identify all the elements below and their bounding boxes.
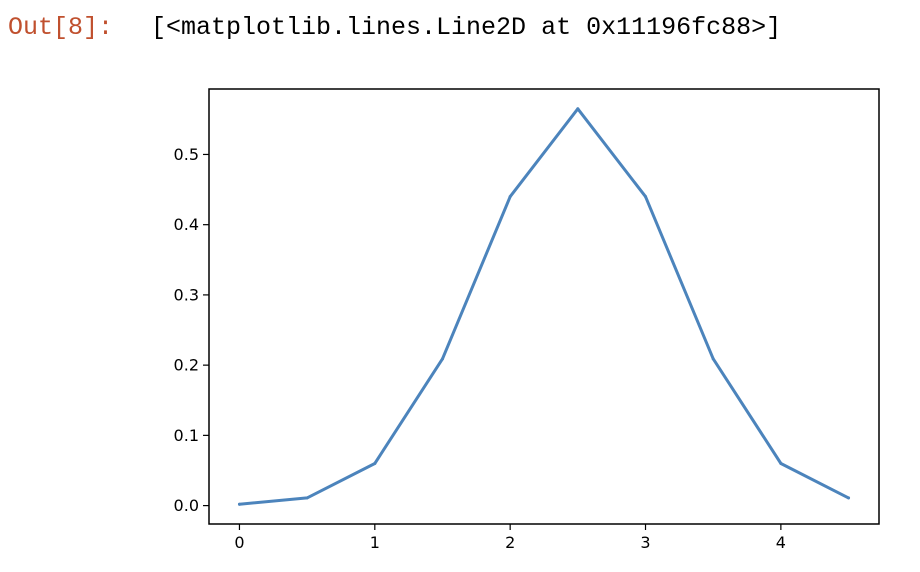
data-point (644, 195, 648, 199)
x-tick-label: 1 (370, 533, 380, 552)
data-point (779, 461, 783, 465)
x-tick-label: 3 (640, 533, 650, 552)
y-tick-label: 0.4 (174, 215, 199, 234)
y-tick-label: 0.5 (174, 145, 199, 164)
x-tick-label: 4 (776, 533, 786, 552)
x-tick-label: 0 (234, 533, 244, 552)
data-point (440, 357, 444, 361)
x-tick-label: 2 (505, 533, 515, 552)
output-cell: Out[8]: [<matplotlib.lines.Line2D at 0x1… (8, 10, 781, 44)
y-tick-label: 0.0 (174, 496, 199, 515)
data-point (305, 496, 309, 500)
data-point (847, 496, 851, 500)
data-point (373, 461, 377, 465)
plot-frame (208, 88, 880, 525)
data-point (576, 107, 580, 111)
output-prompt: Out[8]: (8, 12, 114, 42)
x-axis-ticks: 0 1 2 3 4 (234, 524, 786, 552)
y-axis-ticks: 0.0 0.1 0.2 0.3 0.4 0.5 (174, 145, 209, 515)
y-tick-label: 0.2 (174, 356, 199, 375)
data-point (711, 357, 715, 361)
series-line (238, 107, 850, 506)
output-repr-text: [<matplotlib.lines.Line2D at 0x11196fc88… (151, 12, 782, 42)
data-point (237, 502, 241, 506)
series-points (237, 107, 851, 506)
y-tick-label: 0.3 (174, 285, 199, 304)
data-point (508, 195, 512, 199)
y-tick-label: 0.1 (174, 426, 199, 445)
